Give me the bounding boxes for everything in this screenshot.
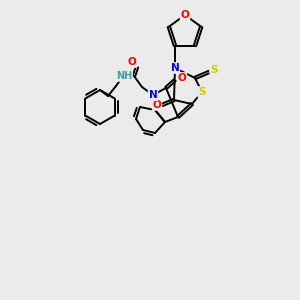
Text: N: N	[171, 63, 179, 73]
Text: S: S	[198, 87, 206, 97]
Text: O: O	[128, 57, 136, 67]
Text: O: O	[178, 73, 186, 83]
Text: NH: NH	[116, 71, 132, 81]
Text: O: O	[181, 10, 189, 20]
Text: O: O	[153, 100, 161, 110]
Text: N: N	[148, 90, 158, 100]
Text: S: S	[210, 65, 218, 75]
